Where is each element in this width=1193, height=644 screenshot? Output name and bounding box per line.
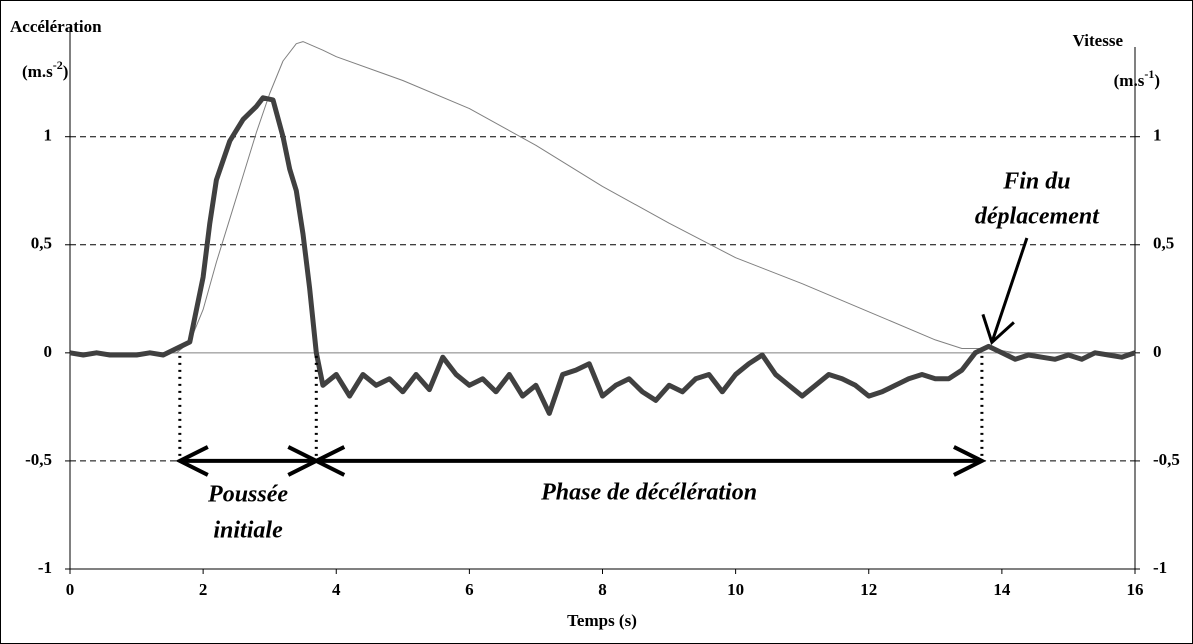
- x-tick-label: 16: [1127, 580, 1144, 599]
- y-tick-label: -0,5: [25, 450, 52, 469]
- annotation-text: déplacement: [975, 204, 1100, 230]
- unit-exponent: -1: [1144, 67, 1154, 81]
- y2-tick-label: 1: [1153, 126, 1162, 145]
- line-series: [69, 95, 1136, 416]
- unit-base: (m.s: [22, 62, 53, 81]
- y-axis-unit: (m.s-2): [22, 58, 68, 81]
- unit-base: (m.s: [1114, 71, 1145, 90]
- x-tick-label: 10: [727, 580, 744, 599]
- x-tick-label: 0: [66, 580, 75, 599]
- x-axis-label: Temps (s): [567, 611, 637, 630]
- y-tick-label: -1: [38, 558, 52, 577]
- line-series: [70, 41, 1135, 354]
- phase-label: Poussée: [207, 481, 288, 507]
- arrow-head: [311, 445, 987, 477]
- y-axis-label: Accélération: [10, 17, 102, 36]
- y2-axis-label: Vitesse: [1073, 31, 1124, 50]
- annotation-arrow: [990, 237, 1029, 343]
- y2-axis-unit: (m.s-1): [1114, 67, 1160, 90]
- y2-tick-label: -1: [1153, 558, 1167, 577]
- phase-label: Phase de décélération: [540, 479, 757, 505]
- x-tick-label: 4: [332, 580, 341, 599]
- y-tick-label: 0,5: [31, 234, 52, 253]
- y2-tick-label: 0: [1153, 342, 1162, 361]
- x-tick-label: 8: [598, 580, 607, 599]
- annotation-arrow-head: [981, 313, 1015, 346]
- unit-close: ): [63, 62, 69, 81]
- x-tick-label: 6: [465, 580, 474, 599]
- y-tick-label: 1: [44, 126, 53, 145]
- y2-tick-label: -0,5: [1153, 450, 1180, 469]
- unit-exponent: -2: [53, 58, 63, 72]
- x-tick-label: 14: [993, 580, 1011, 599]
- phase-label: initiale: [213, 517, 283, 543]
- x-tick-label: 2: [199, 580, 208, 599]
- y2-tick-label: 0,5: [1153, 234, 1174, 253]
- unit-close: ): [1154, 71, 1160, 90]
- y-tick-label: 0: [44, 342, 53, 361]
- annotation-text: Fin du: [1002, 169, 1070, 195]
- x-tick-label: 12: [860, 580, 877, 599]
